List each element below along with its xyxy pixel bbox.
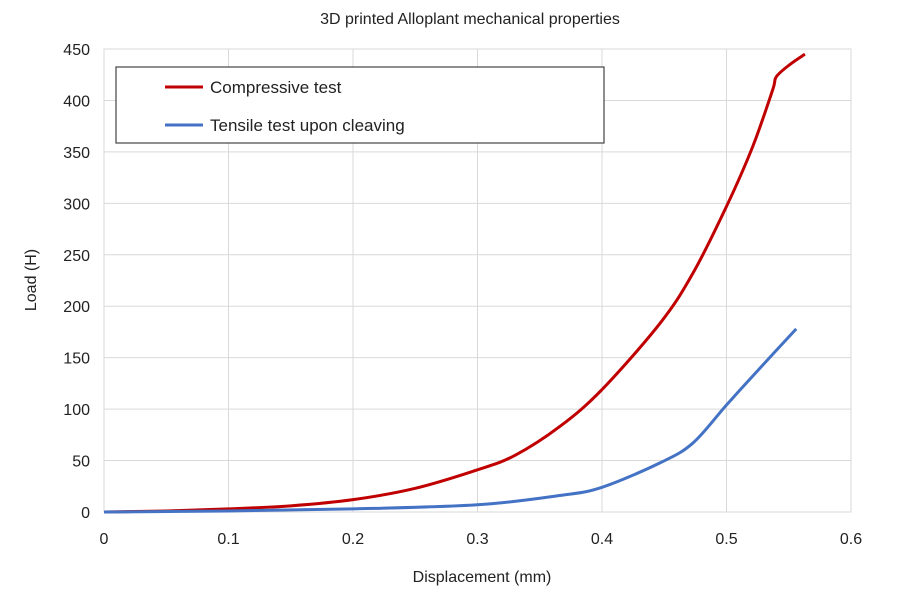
y-tick-labels: 0 50 100 150 200 250 300 350 400 450 (63, 42, 90, 522)
legend-label-compressive: Compressive test (210, 78, 342, 97)
x-tick-label: 0 (100, 531, 109, 548)
y-tick-label: 200 (63, 299, 90, 316)
series-line-0 (103, 52, 806, 514)
y-tick-label: 450 (63, 42, 90, 59)
y-tick-label: 0 (81, 505, 90, 522)
y-tick-label: 300 (63, 196, 90, 213)
legend: Compressive test Tensile test upon cleav… (115, 66, 605, 144)
legend-box (115, 66, 605, 144)
plot-border (103, 48, 852, 513)
y-tick-label: 250 (63, 248, 90, 265)
series-line-1 (103, 327, 798, 514)
x-tick-label: 0.1 (217, 531, 239, 548)
y-tick-label: 50 (72, 454, 90, 471)
x-tick-label: 0.2 (342, 531, 364, 548)
x-tick-label: 0.3 (466, 531, 488, 548)
y-tick-label: 150 (63, 351, 90, 368)
y-tick-label: 400 (63, 93, 90, 110)
y-axis-label: Load (H) (23, 249, 40, 311)
legend-label-tensile: Tensile test upon cleaving (210, 116, 405, 135)
y-tick-label: 350 (63, 145, 90, 162)
series-lines (103, 52, 806, 514)
x-axis-label: Displacement (mm) (413, 569, 552, 586)
x-tick-label: 0.4 (591, 531, 613, 548)
x-tick-label: 0.6 (840, 531, 862, 548)
x-tick-labels: 0 0.1 0.2 0.3 0.4 0.5 0.6 (100, 531, 863, 548)
y-tick-label: 100 (63, 402, 90, 419)
x-tick-label: 0.5 (715, 531, 737, 548)
chart-title: 3D printed Alloplant mechanical properti… (320, 11, 620, 28)
